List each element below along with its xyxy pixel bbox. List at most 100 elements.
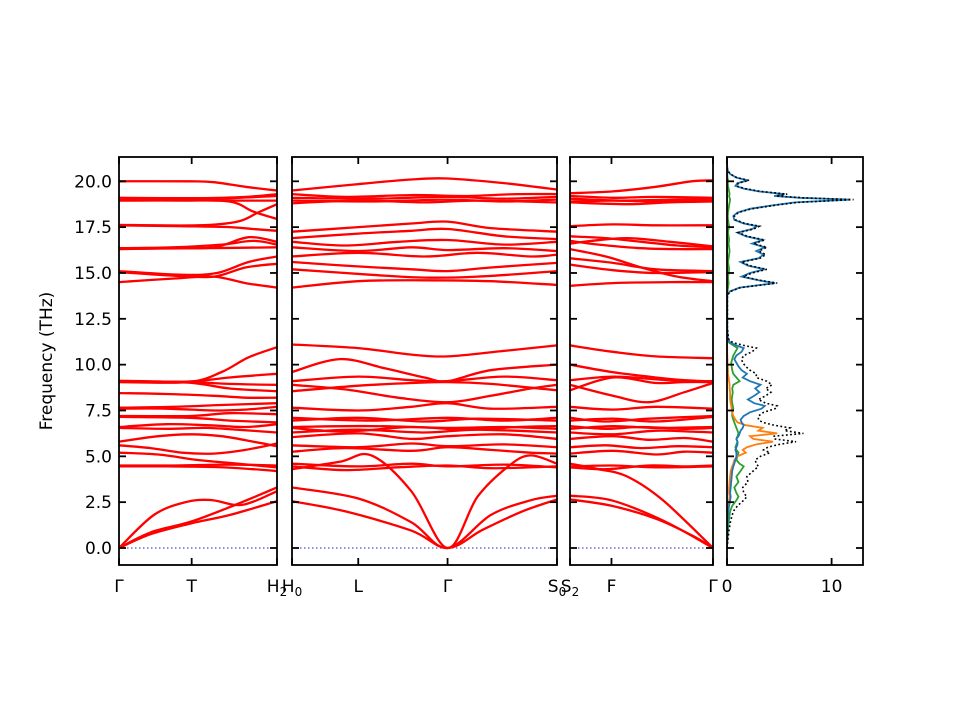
panel-frame	[291, 156, 558, 566]
kpoint-label: Γ	[708, 577, 718, 597]
phonon-band	[292, 432, 557, 441]
phonon-band	[292, 260, 557, 273]
phonon-band	[119, 500, 277, 550]
total-dos-curve	[727, 162, 854, 549]
phonon-band	[570, 239, 713, 251]
phonon-band	[570, 344, 713, 360]
phonon-band	[292, 227, 557, 241]
kpoint-label: H2	[267, 577, 287, 599]
phonon-band	[570, 179, 713, 195]
band-panel-gamma-t-h2	[119, 180, 277, 550]
phonon-band	[292, 498, 557, 550]
kpoint-label: H0	[282, 577, 302, 599]
phonon-band	[292, 416, 557, 422]
phonon-band	[570, 449, 713, 456]
panel-frame	[726, 156, 864, 566]
phonon-band	[292, 177, 557, 192]
y-tick-label: 12.5	[74, 310, 112, 330]
phonon-band	[292, 198, 557, 203]
phonon-band	[570, 363, 713, 383]
phonon-band	[119, 411, 277, 418]
phonon-band	[570, 405, 713, 411]
dos-panel	[727, 162, 854, 549]
phonon-band	[570, 223, 713, 228]
phonon-band	[119, 203, 277, 227]
phonon-band	[119, 451, 277, 469]
phonon-band	[119, 490, 277, 550]
dos-axis-tick-label: 10	[821, 577, 843, 597]
kpoint-label: S0	[548, 577, 566, 599]
phonon-band	[119, 422, 277, 429]
phonon-band	[119, 433, 277, 448]
phonon-band	[292, 192, 557, 199]
phonon-band	[119, 402, 277, 409]
phonon-band	[292, 416, 557, 423]
kpoint-label: F	[607, 577, 617, 597]
phonon-band	[292, 343, 557, 358]
panel-frame	[569, 156, 714, 566]
phonon-band	[570, 235, 713, 249]
phonon-band	[292, 268, 557, 279]
phonon-band	[570, 498, 713, 550]
phonon-band	[570, 263, 713, 275]
y-tick-label: 2.5	[85, 493, 112, 513]
band-panel-s2-f-gamma	[570, 179, 713, 550]
phonon-band	[119, 426, 277, 434]
phonon-band	[292, 251, 557, 258]
phonon-band	[292, 357, 557, 383]
phonon-band	[119, 465, 277, 473]
phonon-band	[570, 435, 713, 443]
phonon-band	[119, 180, 277, 192]
phonon-band	[292, 442, 557, 449]
dos-axis-tick-label: 0	[722, 577, 733, 597]
phonon-band	[570, 381, 713, 404]
phonon-band	[292, 446, 557, 455]
phonon-band	[292, 279, 557, 289]
phonon-band	[570, 424, 713, 430]
phonon-band	[570, 414, 713, 423]
phonon-band	[570, 280, 713, 287]
kpoint-label: T	[185, 577, 197, 597]
phonon-band	[292, 238, 557, 247]
phonon-band	[570, 197, 713, 202]
y-tick-label: 5.0	[85, 447, 112, 467]
phonon-band	[119, 246, 277, 250]
phonon-band	[119, 442, 277, 455]
y-tick-label: 15.0	[74, 264, 112, 284]
phonon-band	[570, 257, 713, 273]
axes-frames	[118, 156, 864, 566]
y-tick-label: 0.0	[85, 539, 112, 559]
phonon-band	[292, 402, 557, 412]
phonon-band	[292, 452, 557, 550]
phonon-band	[292, 246, 557, 253]
kpoint-label: Γ	[443, 577, 453, 597]
phonon-band	[570, 444, 713, 450]
kpoint-label: S2	[561, 577, 579, 599]
phonon-band	[119, 486, 277, 550]
phonon-band	[570, 247, 713, 283]
axes-ticks	[118, 157, 863, 565]
phonon-band	[570, 494, 713, 550]
phonon-band	[119, 192, 277, 200]
phonon-band	[292, 462, 557, 469]
phonon-band	[292, 220, 557, 233]
phonon-band	[119, 405, 277, 412]
phonon-band	[119, 379, 277, 393]
kpoint-label: Γ	[114, 577, 124, 597]
y-tick-label: 7.5	[85, 401, 112, 421]
phonon-band	[292, 464, 557, 472]
band-panel-h0-l-gamma-s0	[292, 177, 557, 550]
phonon-band	[119, 391, 277, 399]
phonon-band	[292, 486, 557, 550]
y-tick-label: 20.0	[74, 172, 112, 192]
phonon-band	[292, 375, 557, 383]
phonon-band	[570, 194, 713, 199]
phonon-band	[119, 415, 277, 424]
phonon-band	[119, 346, 277, 384]
y-tick-label: 10.0	[74, 356, 112, 376]
y-tick-label: 17.5	[74, 218, 112, 238]
y-axis-label: Frequency (THz)	[37, 292, 57, 431]
